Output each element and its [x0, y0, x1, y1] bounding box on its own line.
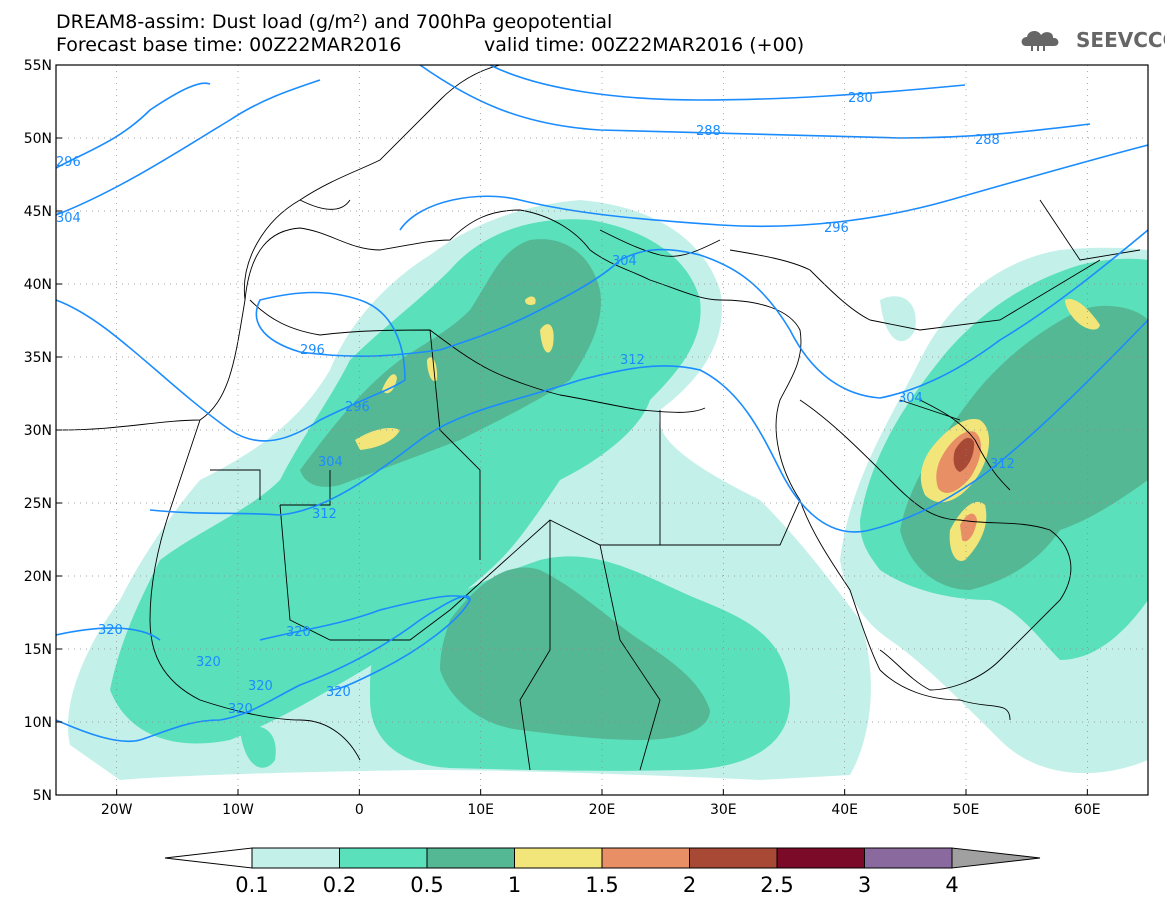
contour-label: 304 — [612, 254, 637, 269]
contour-label: 312 — [990, 457, 1015, 472]
lon-tick-label: 40E — [831, 802, 858, 818]
contour-label: 296 — [300, 343, 325, 358]
contour-label: 320 — [98, 623, 123, 638]
lat-tick-label: 35N — [24, 350, 52, 366]
cloud-icon — [1021, 31, 1059, 51]
contour-label: 296 — [824, 221, 849, 236]
colorbar: 0.1 0.2 0.5 1 1.5 2 2.5 3 4 — [164, 847, 1041, 897]
colorbar-swatch — [601, 847, 690, 869]
colorbar-low-extend — [164, 847, 253, 869]
seevccc-logo: SEEVCCC — [1018, 24, 1165, 54]
dust-shading-2 — [953, 437, 975, 472]
valid-time: valid time: 00Z22MAR2016 (+00) — [484, 34, 805, 56]
geopotential-contours — [56, 65, 1148, 743]
contour-label: 296 — [345, 400, 370, 415]
contour-labels: 280 288 288 296 296 296 296 304 304 304 … — [56, 91, 1015, 717]
map-title: DREAM8-assim: Dust load (g/m²) and 700hP… — [56, 11, 613, 33]
lon-tick-label: 0 — [355, 802, 364, 818]
lat-tick-label: 55N — [24, 58, 52, 74]
contour-label: 320 — [326, 685, 351, 700]
colorbar-label: 1.5 — [585, 873, 618, 897]
lon-tick-label: 60E — [1074, 802, 1101, 818]
lon-tick-label: 30E — [710, 802, 737, 818]
colorbar-swatch — [864, 847, 953, 869]
contour-label: 312 — [312, 507, 337, 522]
contour-label: 288 — [975, 133, 1000, 148]
lat-tick-label: 15N — [24, 642, 52, 658]
colorbar-swatch — [251, 847, 340, 869]
lat-tick-label: 25N — [24, 496, 52, 512]
lon-tick-label: 50E — [953, 802, 980, 818]
colorbar-swatch — [689, 847, 778, 869]
latitude-axis: 55N 50N 45N 40N 35N 30N 25N 20N 15N 10N 5N — [24, 58, 62, 804]
contour-label: 312 — [620, 353, 645, 368]
colorbar-label: 2.5 — [760, 873, 793, 897]
contour-label: 304 — [898, 391, 923, 406]
contour-label: 320 — [248, 679, 273, 694]
colorbar-swatch — [776, 847, 865, 869]
lon-tick-label: 20W — [101, 802, 133, 818]
lon-tick-label: 10E — [467, 802, 494, 818]
lat-tick-label: 45N — [24, 204, 52, 220]
forecast-base-time: Forecast base time: 00Z22MAR2016 — [56, 34, 402, 56]
colorbar-swatch — [339, 847, 428, 869]
logo-text: SEEVCCC — [1076, 28, 1165, 52]
contour-label: 304 — [318, 455, 343, 470]
colorbar-label: 0.1 — [235, 873, 268, 897]
colorbar-label: 0.2 — [323, 873, 356, 897]
contour-label: 320 — [196, 655, 221, 670]
gridlines — [56, 65, 1148, 795]
coastlines-borders — [59, 65, 1141, 771]
contour-label: 296 — [56, 155, 81, 170]
lat-tick-label: 5N — [33, 788, 52, 804]
colorbar-label: 4 — [945, 873, 958, 897]
contour-label: 320 — [228, 702, 253, 717]
contour-label: 280 — [848, 91, 873, 106]
lat-tick-label: 10N — [24, 715, 52, 731]
colorbar-swatch — [514, 847, 603, 869]
colorbar-high-extend — [951, 847, 1041, 869]
contour-label: 304 — [56, 211, 81, 226]
colorbar-label: 3 — [858, 873, 871, 897]
colorbar-label: 2 — [683, 873, 696, 897]
lat-tick-label: 40N — [24, 277, 52, 293]
lat-tick-label: 20N — [24, 569, 52, 585]
lon-tick-label: 20E — [589, 802, 616, 818]
contour-label: 288 — [696, 124, 721, 139]
colorbar-label: 1 — [508, 873, 521, 897]
lat-tick-label: 50N — [24, 131, 52, 147]
colorbar-label: 0.5 — [410, 873, 443, 897]
longitude-axis: 20W 10W 0 10E 20E 30E 40E 50E 60E — [101, 789, 1101, 818]
colorbar-swatch — [426, 847, 515, 869]
contour-label: 320 — [286, 625, 311, 640]
lat-tick-label: 30N — [24, 423, 52, 439]
lon-tick-label: 10W — [222, 802, 254, 818]
